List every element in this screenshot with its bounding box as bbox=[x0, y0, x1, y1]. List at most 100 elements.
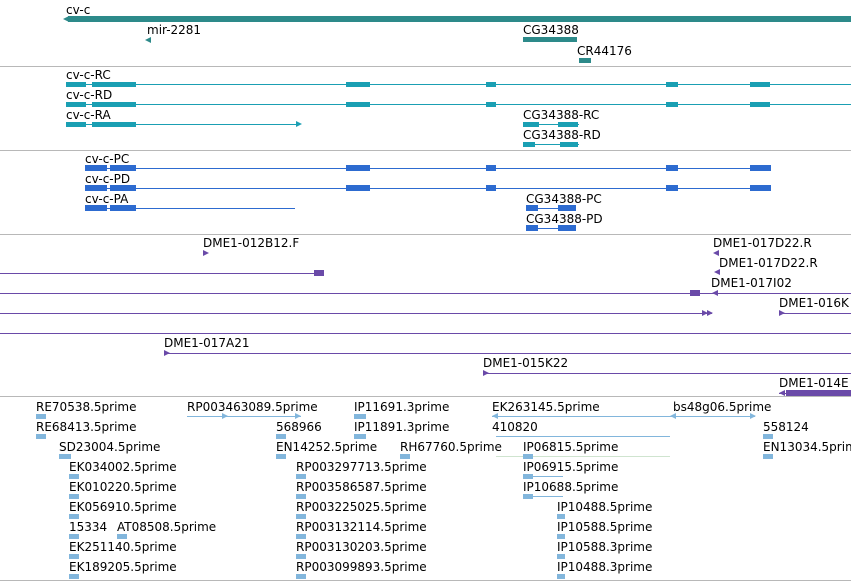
est-feature[interactable] bbox=[69, 534, 79, 539]
transcript-intron-line[interactable] bbox=[66, 104, 851, 105]
strand-arrow-icon bbox=[750, 413, 756, 419]
est-line[interactable] bbox=[673, 416, 755, 417]
est-feature[interactable] bbox=[36, 434, 46, 439]
strand-arrow-icon bbox=[670, 413, 676, 419]
feature-label: RP003297713.5prime bbox=[296, 460, 427, 474]
feature-label: cv-c-PA bbox=[85, 192, 129, 206]
feature-label: IP10688.5prime bbox=[523, 480, 619, 494]
clone-line[interactable] bbox=[164, 353, 851, 354]
strand-arrow-icon[interactable] bbox=[203, 250, 209, 256]
transcript-intron-line[interactable] bbox=[66, 124, 300, 125]
est-feature[interactable] bbox=[557, 574, 565, 579]
est-feature[interactable] bbox=[59, 454, 71, 459]
feature-label: EK251140.5prime bbox=[69, 540, 177, 554]
est-feature[interactable] bbox=[296, 534, 306, 539]
exon bbox=[750, 185, 771, 191]
protein-intron-line[interactable] bbox=[526, 228, 576, 229]
clone-line[interactable] bbox=[779, 313, 851, 314]
clone-line[interactable] bbox=[0, 313, 712, 314]
est-feature[interactable] bbox=[296, 574, 306, 579]
est-feature[interactable] bbox=[296, 554, 306, 559]
protein-intron-line[interactable] bbox=[85, 168, 771, 169]
est-line[interactable] bbox=[492, 416, 672, 417]
strand-arrow-icon[interactable] bbox=[713, 250, 719, 256]
exon bbox=[558, 205, 576, 211]
feature-label: cv-c bbox=[66, 3, 91, 17]
gene-feature[interactable] bbox=[523, 37, 577, 42]
exon bbox=[486, 82, 496, 87]
est-feature[interactable] bbox=[557, 554, 565, 559]
transcript-intron-line[interactable] bbox=[523, 144, 579, 145]
strand-arrow-icon bbox=[296, 121, 302, 127]
clone-line[interactable] bbox=[0, 273, 316, 274]
track-separator bbox=[0, 580, 851, 581]
strand-arrow-icon bbox=[779, 390, 785, 396]
feature-label: 568966 bbox=[276, 420, 322, 434]
feature-label: 410820 bbox=[492, 420, 538, 434]
exon bbox=[666, 185, 678, 191]
transcript-intron-line[interactable] bbox=[523, 124, 579, 125]
feature-label: RP003132114.5prime bbox=[296, 520, 427, 534]
strand-arrow-icon[interactable] bbox=[714, 269, 720, 275]
feature-label: DME1-017A21 bbox=[164, 336, 250, 350]
exon bbox=[66, 82, 86, 87]
est-line[interactable] bbox=[187, 416, 301, 417]
est-feature[interactable] bbox=[557, 514, 565, 519]
feature-label: IP10488.5prime bbox=[557, 500, 653, 514]
est-feature[interactable] bbox=[36, 414, 46, 419]
est-feature[interactable] bbox=[296, 474, 306, 479]
est-feature[interactable] bbox=[117, 534, 127, 539]
est-line[interactable] bbox=[523, 496, 563, 497]
est-feature[interactable] bbox=[523, 454, 533, 459]
est-feature[interactable] bbox=[354, 434, 366, 439]
est-feature[interactable] bbox=[354, 414, 366, 419]
track-separator bbox=[0, 150, 851, 151]
protein-intron-line[interactable] bbox=[85, 188, 771, 189]
exon bbox=[558, 225, 576, 231]
est-feature[interactable] bbox=[557, 534, 565, 539]
gene-feature[interactable] bbox=[579, 58, 591, 63]
est-feature[interactable] bbox=[276, 434, 286, 439]
exon bbox=[523, 122, 539, 127]
est-feature[interactable] bbox=[296, 494, 306, 499]
feature-label: RP003099893.5prime bbox=[296, 560, 427, 574]
feature-label: DME1-017I02 bbox=[711, 276, 792, 290]
exon bbox=[666, 102, 678, 107]
est-feature[interactable] bbox=[69, 574, 79, 579]
est-feature[interactable] bbox=[296, 514, 306, 519]
feature-label: RH67760.5prime bbox=[400, 440, 502, 454]
est-line[interactable] bbox=[496, 436, 670, 437]
est-line[interactable] bbox=[523, 476, 563, 477]
est-feature[interactable] bbox=[400, 454, 410, 459]
clone-line[interactable] bbox=[0, 293, 851, 294]
protein-intron-line[interactable] bbox=[85, 208, 295, 209]
feature-label: IP06815.5prime bbox=[523, 440, 619, 454]
clone-line[interactable] bbox=[483, 373, 851, 374]
protein-intron-line[interactable] bbox=[526, 208, 576, 209]
est-feature[interactable] bbox=[69, 474, 79, 479]
gene-feature[interactable] bbox=[68, 16, 851, 22]
transcript-intron-line[interactable] bbox=[66, 84, 851, 85]
est-feature[interactable] bbox=[69, 514, 79, 519]
feature-label: EK056910.5prime bbox=[69, 500, 177, 514]
clone-line[interactable] bbox=[0, 333, 851, 334]
est-feature[interactable] bbox=[69, 494, 79, 499]
feature-label: AT08508.5prime bbox=[117, 520, 217, 534]
est-feature[interactable] bbox=[276, 454, 286, 459]
strand-arrow-icon bbox=[779, 310, 785, 316]
exon bbox=[558, 122, 578, 127]
exon bbox=[750, 165, 771, 171]
track-separator bbox=[0, 396, 851, 397]
feature-label: CG34388-RD bbox=[523, 128, 601, 142]
est-feature[interactable] bbox=[763, 454, 773, 459]
clone-end bbox=[786, 390, 851, 396]
feature-label: RE70538.5prime bbox=[36, 400, 137, 414]
feature-label: cv-c-RA bbox=[66, 108, 111, 122]
strand-arrow-icon bbox=[483, 370, 489, 376]
exon bbox=[110, 205, 136, 211]
est-feature[interactable] bbox=[763, 434, 773, 439]
strand-arrow-icon[interactable] bbox=[145, 37, 151, 43]
est-feature[interactable] bbox=[69, 554, 79, 559]
feature-label: CG34388-RC bbox=[523, 108, 600, 122]
